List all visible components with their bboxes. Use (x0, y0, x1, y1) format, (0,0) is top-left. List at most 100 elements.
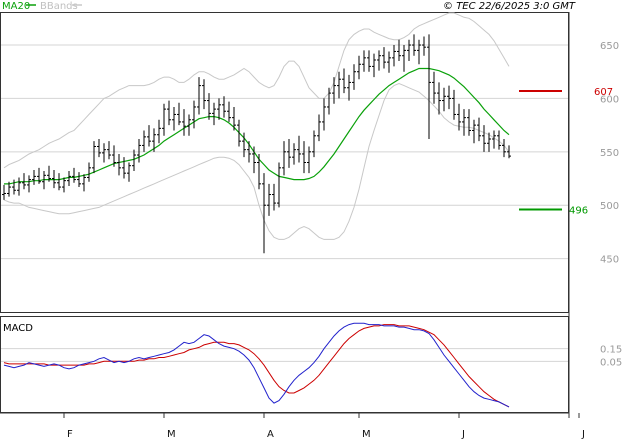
ohlc-bar-6 (32, 169, 36, 185)
price-levels: 607 496 (519, 87, 613, 216)
ohlc-bar-65 (327, 87, 331, 115)
ohlc-bar-38 (192, 100, 196, 129)
ohlc-bar-84 (422, 36, 426, 56)
ohlc-bar-67 (337, 71, 341, 99)
ohlc-bar-29 (147, 125, 151, 147)
ohlc-bar-43 (217, 98, 221, 120)
x-tick-label-4: J (461, 429, 465, 440)
ohlc-bar-87 (437, 82, 441, 115)
ohlc-bar-93 (467, 109, 471, 136)
ohlc-bar-9 (47, 165, 51, 182)
ohlc-bar-86 (432, 71, 436, 104)
ohlc-bar-45 (227, 101, 231, 122)
macd-axis-ticks: 0.050.15 (600, 345, 622, 369)
ohlc-bar-91 (457, 103, 461, 131)
price-tick-450: 450 (600, 255, 619, 266)
ohlc-bar-68 (342, 68, 346, 94)
ohlc-bar-18 (92, 141, 96, 174)
ohlc-bar-89 (447, 85, 451, 110)
macd-line (3, 322, 510, 408)
ohlc-bar-97 (487, 132, 491, 152)
ohlc-bar-2 (12, 179, 16, 195)
ohlc-bar-14 (72, 167, 76, 183)
ohlc-bar-34 (172, 106, 176, 131)
ohlc-bar-5 (27, 175, 31, 193)
price-tick-500: 500 (600, 201, 619, 212)
ohlc-bar-24 (122, 157, 126, 179)
x-tick-label-0: F (67, 429, 73, 440)
ohlc-bar-52 (262, 173, 266, 254)
x-tick-label-1: M (167, 429, 176, 440)
ohlc-bar-51 (257, 153, 261, 190)
ohlc-bar-90 (452, 89, 456, 120)
ohlc-bar-74 (372, 53, 376, 78)
price-tick-600: 600 (600, 94, 619, 105)
ohlc-bar-15 (77, 172, 81, 188)
bb-upper-line (3, 12, 510, 169)
source-timestamp: © TEC 22/6/2025 3:0 GMT (443, 1, 576, 12)
ohlc-bar-66 (332, 77, 336, 104)
ohlc-bar-22 (112, 145, 116, 167)
ohlc-bar-73 (367, 50, 371, 72)
ohlc-bars (2, 34, 511, 254)
ohlc-bar-82 (412, 34, 416, 56)
ohlc-bar-10 (52, 169, 56, 189)
legend-ma20: MA20 (2, 1, 30, 12)
ohlc-bar-100 (502, 139, 506, 158)
ohlc-bar-99 (497, 130, 501, 150)
ohlc-bar-53 (267, 183, 271, 216)
ohlc-bar-25 (127, 162, 131, 182)
ohlc-bar-92 (462, 109, 466, 136)
ohlc-bar-7 (37, 167, 41, 184)
ma20-path (4, 67, 510, 185)
ohlc-bar-46 (232, 106, 236, 131)
price-tick-550: 550 (600, 148, 619, 159)
ohlc-bar-12 (62, 177, 66, 193)
ohlc-bar-48 (242, 132, 246, 158)
ma20-line (4, 67, 510, 185)
ohlc-bar-50 (252, 146, 256, 174)
price-tick-650: 650 (600, 41, 619, 52)
ohlc-bar-39 (197, 77, 201, 115)
ohlc-bar-57 (287, 139, 291, 168)
ohlc-bar-95 (477, 117, 481, 142)
ohlc-bar-1 (7, 181, 11, 197)
ohlc-bar-63 (317, 114, 321, 142)
ohlc-bar-36 (182, 109, 186, 136)
ohlc-bar-35 (177, 102, 181, 126)
ohlc-bar-31 (157, 119, 161, 144)
price-axis-ticks: 450 500 550 600 650 (600, 41, 619, 266)
ohlc-bar-41 (207, 93, 211, 120)
ohlc-bar-28 (142, 130, 146, 152)
ohlc-bar-3 (17, 177, 21, 196)
ohlc-bar-26 (132, 149, 136, 172)
ohlc-bar-75 (377, 50, 381, 71)
ohlc-bar-96 (482, 125, 486, 152)
ohlc-bar-61 (307, 146, 311, 174)
resistance-label: 607 (594, 87, 613, 98)
ohlc-bar-85 (427, 34, 431, 140)
ohlc-bar-71 (357, 55, 361, 80)
support-label: 496 (569, 205, 588, 216)
ohlc-bar-60 (302, 141, 306, 174)
ohlc-bar-78 (392, 45, 396, 67)
ohlc-bar-62 (312, 130, 316, 158)
macd-title: MACD (3, 323, 33, 334)
ohlc-bar-40 (202, 79, 206, 110)
ohlc-bar-101 (507, 145, 511, 159)
ohlc-bar-49 (247, 141, 251, 163)
ohlc-bar-30 (152, 128, 156, 152)
ohlc-bar-16 (82, 174, 86, 192)
ohlc-bar-79 (397, 39, 401, 62)
ohlc-bar-94 (472, 119, 476, 144)
ohlc-bar-88 (442, 87, 446, 112)
ohlc-bar-83 (417, 39, 421, 65)
ohlc-bar-76 (382, 47, 386, 69)
ohlc-bar-72 (362, 50, 366, 72)
ohlc-bar-4 (22, 173, 26, 190)
ohlc-bar-56 (282, 141, 286, 176)
ohlc-bar-20 (102, 143, 106, 163)
macd-lines (3, 322, 510, 408)
ohlc-bar-80 (402, 45, 406, 72)
